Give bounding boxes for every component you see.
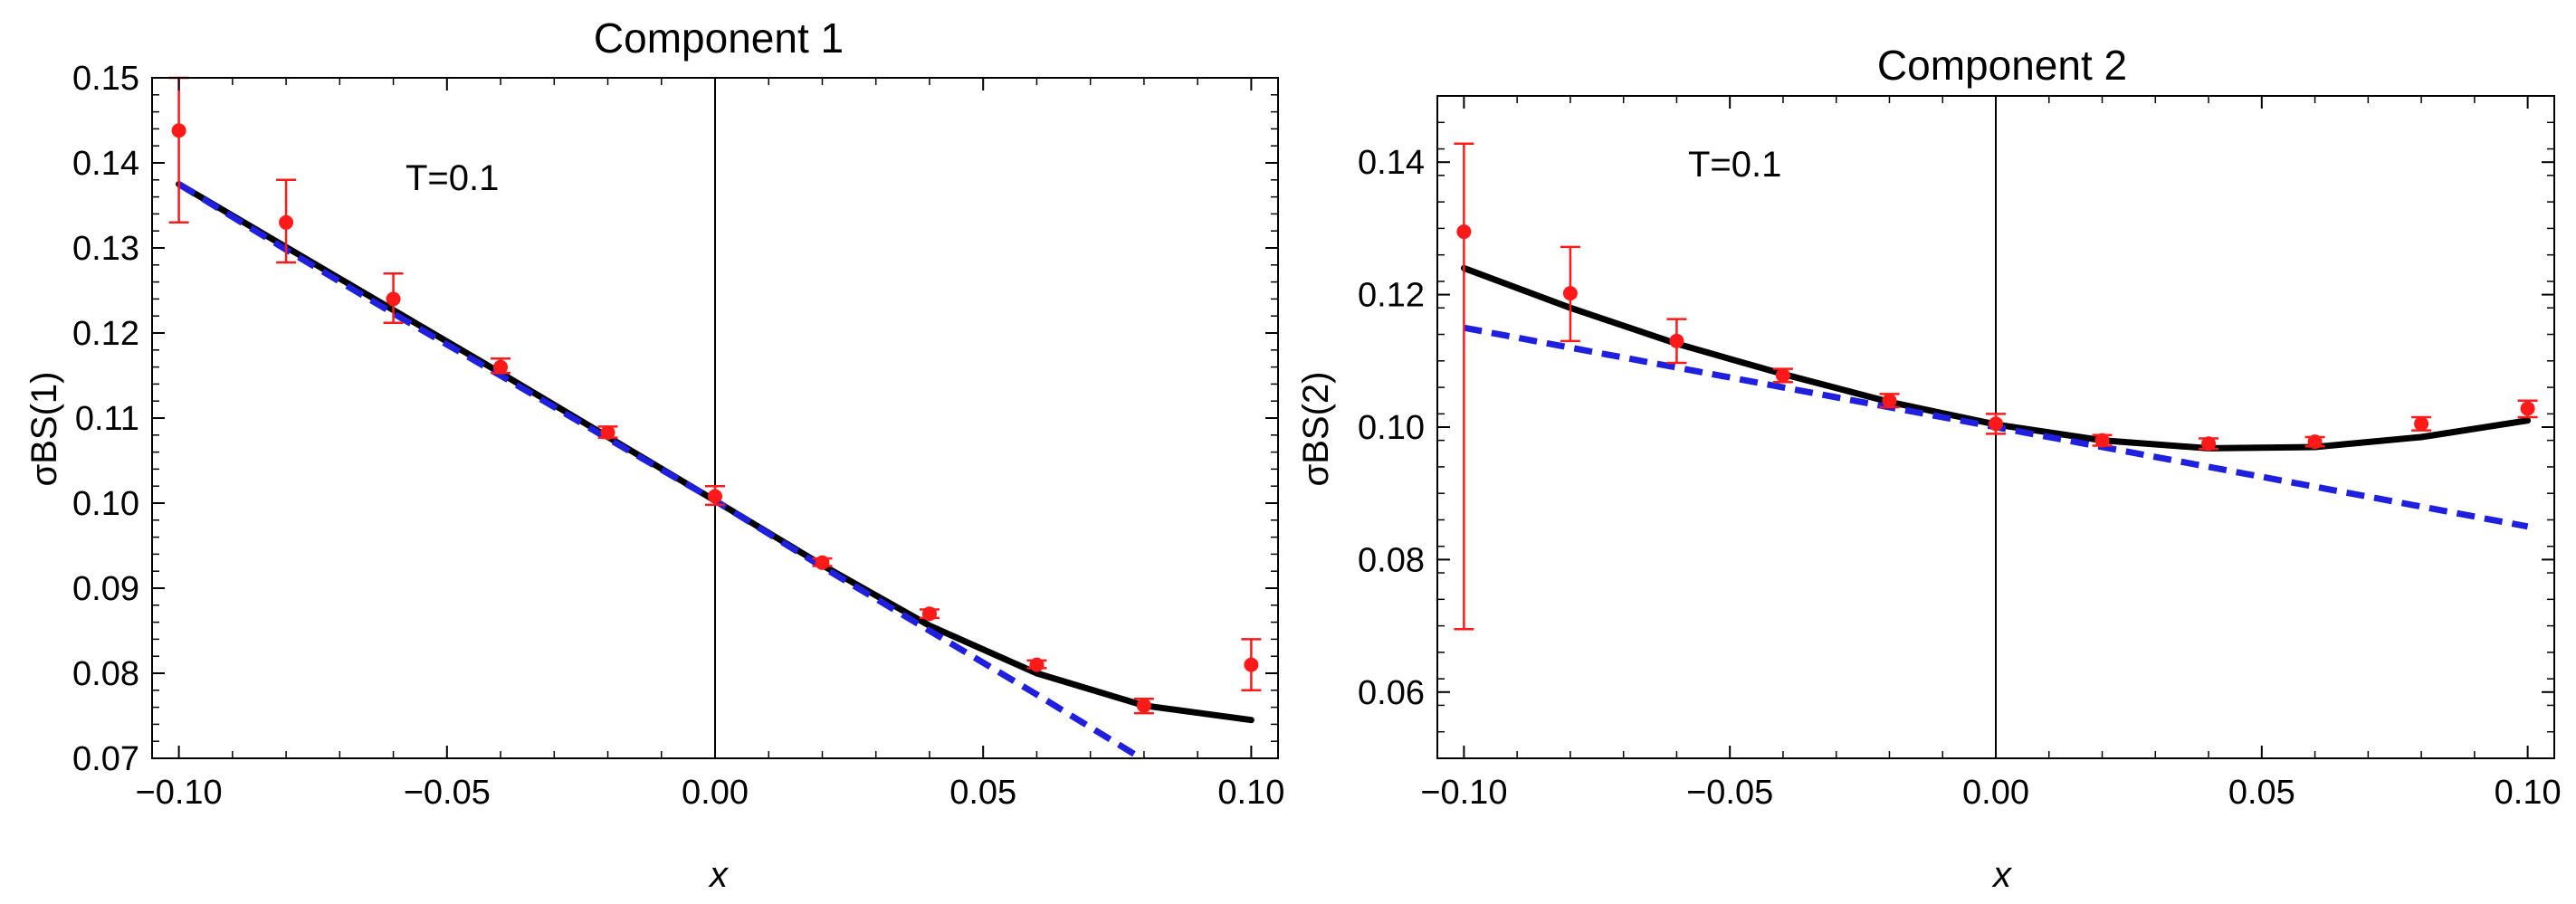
data-point: [708, 489, 722, 504]
chart-component-1: Component 1 x σBS(1) T=0.1 −0.10 −0.05 0.0…: [24, 14, 1284, 895]
y-tick-label: 0.10: [1358, 409, 1425, 447]
x-tick-label: −0.10: [136, 774, 223, 812]
x-tick-label: −0.10: [1420, 774, 1507, 812]
data-point: [171, 123, 186, 138]
x-axis-label: x: [1991, 855, 2013, 895]
y-tick-label: 0.10: [72, 485, 139, 523]
data-point: [1775, 367, 1790, 383]
data-point: [386, 291, 401, 307]
data-point: [279, 214, 294, 230]
data-point: [1562, 286, 1578, 301]
data-point: [2520, 401, 2535, 416]
data-point: [2307, 434, 2323, 450]
y-tick-label: 0.07: [72, 740, 139, 778]
y-axis-label: σBS(2): [1296, 372, 1336, 487]
y-tick-label: 0.11: [75, 400, 139, 438]
dashed-series-line: [177, 181, 1146, 758]
x-tick-label: 0.00: [682, 774, 749, 812]
chart-title: Component 2: [1877, 42, 2127, 89]
temperature-annotation: T=0.1: [1688, 145, 1781, 185]
y-tick-label: 0.13: [72, 230, 139, 268]
data-point: [1882, 393, 1897, 408]
x-tick-label: 0.10: [2495, 774, 2562, 812]
x-tick-label: −0.05: [404, 774, 491, 812]
data-point: [1136, 698, 1151, 713]
chart-title: Component 1: [594, 14, 844, 62]
data-point: [1029, 657, 1045, 672]
data-point: [2414, 416, 2429, 432]
y-tick-label: 0.09: [72, 570, 139, 608]
ticks-layer: −0.10 −0.05 0.00 0.05 0.10 0.07 0.08 0.09 0.10 0.…: [72, 60, 1284, 812]
x-tick-label: −0.05: [1686, 774, 1773, 812]
data-point: [2094, 433, 2110, 448]
x-axis-label: x: [708, 855, 730, 895]
x-tick-label: 0.10: [1217, 774, 1284, 812]
x-tick-label: 0.05: [949, 774, 1016, 812]
data-point: [1989, 416, 2003, 432]
y-tick-label: 0.08: [72, 655, 139, 693]
data-point: [600, 424, 615, 440]
chart-component-2: Component 2 x σBS(2) T=0.1 −0.10 −0.05 0.0…: [1296, 42, 2562, 895]
y-tick-label: 0.12: [1358, 277, 1425, 315]
y-tick-label: 0.14: [72, 145, 139, 183]
data-point: [815, 555, 830, 570]
y-tick-label: 0.08: [1358, 541, 1425, 579]
y-axis-label: σBS(1): [24, 372, 64, 487]
data-point: [921, 606, 937, 622]
ticks-layer: −0.10 −0.05 0.00 0.05 0.10 0.06 0.08 0.10 0.12 0.…: [1358, 95, 2562, 812]
data-points-layer: [1454, 142, 2538, 631]
y-tick-label: 0.06: [1358, 674, 1425, 712]
data-point: [1456, 224, 1472, 240]
y-tick-label: 0.14: [1358, 144, 1425, 182]
temperature-annotation: T=0.1: [405, 158, 499, 198]
x-tick-label: 0.05: [2228, 774, 2295, 812]
data-point: [1244, 657, 1259, 672]
y-tick-label: 0.12: [72, 315, 139, 353]
data-point: [493, 359, 509, 375]
x-tick-label: 0.00: [1962, 774, 2029, 812]
data-point: [2201, 436, 2217, 452]
data-point: [1669, 333, 1684, 348]
y-tick-label: 0.15: [72, 60, 139, 98]
